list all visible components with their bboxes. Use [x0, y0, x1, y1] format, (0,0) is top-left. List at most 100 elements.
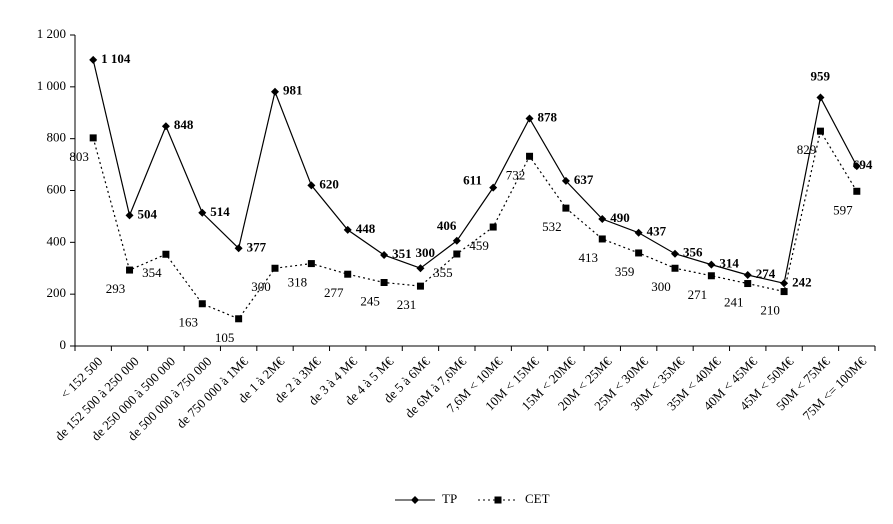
- data-point: [198, 300, 206, 308]
- data-point: [598, 235, 606, 243]
- data-label: 504: [138, 206, 158, 221]
- y-tick-label: 800: [47, 130, 67, 145]
- data-label: 514: [210, 204, 230, 219]
- data-label: 597: [833, 202, 853, 217]
- data-point: [635, 249, 643, 257]
- data-label: 274: [756, 266, 776, 281]
- y-tick-label: 200: [47, 285, 67, 300]
- y-tick-label: 1 200: [37, 26, 66, 41]
- data-point: [489, 223, 497, 231]
- data-label: 300: [251, 279, 271, 294]
- data-label: 406: [437, 218, 457, 233]
- data-label: 242: [792, 274, 812, 289]
- x-tick-label: 75M <= 100M€: [800, 353, 870, 423]
- data-label: 359: [615, 264, 635, 279]
- legend-marker: [494, 496, 502, 504]
- data-point: [707, 272, 715, 280]
- data-point: [853, 187, 861, 195]
- data-point: [307, 181, 316, 190]
- data-point: [126, 266, 134, 274]
- data-point: [416, 264, 425, 273]
- data-label: 981: [283, 83, 303, 98]
- data-label: 300: [651, 279, 671, 294]
- legend-marker: [411, 496, 419, 504]
- data-point: [344, 270, 352, 278]
- data-point: [453, 250, 461, 258]
- data-point: [671, 264, 679, 272]
- data-label: 459: [469, 238, 489, 253]
- data-label: 271: [688, 287, 708, 302]
- data-label: 277: [324, 285, 344, 300]
- data-point: [307, 260, 315, 268]
- data-point: [780, 288, 788, 296]
- data-point: [161, 122, 170, 131]
- series-line: [92, 59, 858, 285]
- data-point: [780, 279, 789, 288]
- data-label: 105: [215, 330, 235, 345]
- data-point: [562, 204, 570, 212]
- data-point: [525, 114, 534, 123]
- data-label: 959: [810, 68, 830, 83]
- data-point: [234, 244, 243, 253]
- data-label: 293: [106, 281, 126, 296]
- data-label: 1 104: [101, 51, 131, 66]
- data-point: [526, 152, 534, 160]
- data-point: [816, 93, 825, 102]
- data-label: 413: [579, 250, 599, 265]
- data-point: [598, 215, 607, 224]
- data-point: [271, 87, 279, 96]
- data-label: 356: [683, 245, 703, 260]
- data-point: [162, 250, 170, 258]
- data-label: 300: [415, 245, 435, 260]
- data-point: [89, 55, 98, 64]
- data-point: [89, 134, 97, 142]
- data-label: 448: [356, 221, 376, 236]
- data-label: 241: [724, 295, 744, 310]
- data-label: 829: [797, 142, 817, 157]
- data-label: 318: [288, 275, 308, 290]
- data-label: 803: [69, 149, 89, 164]
- data-label: 848: [174, 117, 194, 132]
- data-label: 611: [463, 173, 482, 188]
- data-point: [671, 249, 679, 258]
- data-point: [416, 282, 424, 290]
- data-point: [816, 127, 824, 135]
- data-label: 694: [853, 157, 873, 172]
- data-label: 355: [433, 265, 453, 280]
- data-point: [125, 211, 134, 220]
- data-point: [271, 264, 279, 272]
- y-tick-label: 0: [60, 337, 67, 352]
- data-label: 620: [319, 176, 339, 191]
- data-label: 490: [610, 210, 630, 225]
- data-point: [561, 176, 570, 185]
- data-label: 163: [179, 315, 199, 330]
- data-point: [198, 208, 207, 217]
- data-label: 314: [719, 256, 739, 271]
- data-label: 245: [360, 293, 380, 308]
- data-label: 637: [574, 172, 594, 187]
- data-point: [380, 279, 388, 287]
- data-point: [343, 225, 352, 234]
- data-label: 377: [247, 239, 267, 254]
- data-label: 532: [542, 219, 562, 234]
- data-point: [452, 236, 461, 245]
- data-point: [634, 228, 643, 237]
- legend-label: TP: [442, 491, 457, 506]
- data-point: [489, 183, 498, 192]
- data-point: [707, 260, 716, 269]
- data-label: 437: [647, 224, 667, 239]
- data-label: 351: [392, 246, 412, 261]
- y-tick-label: 1 000: [37, 78, 66, 93]
- y-tick-label: 400: [47, 233, 67, 248]
- data-point: [852, 162, 861, 171]
- data-label: 231: [397, 297, 417, 312]
- data-point: [743, 270, 752, 279]
- data-label: 878: [538, 109, 558, 124]
- data-point: [380, 251, 389, 260]
- data-label: 732: [506, 167, 526, 182]
- legend-label: CET: [525, 491, 550, 506]
- data-label: 354: [142, 265, 162, 280]
- data-point: [744, 280, 752, 288]
- data-point: [235, 315, 243, 323]
